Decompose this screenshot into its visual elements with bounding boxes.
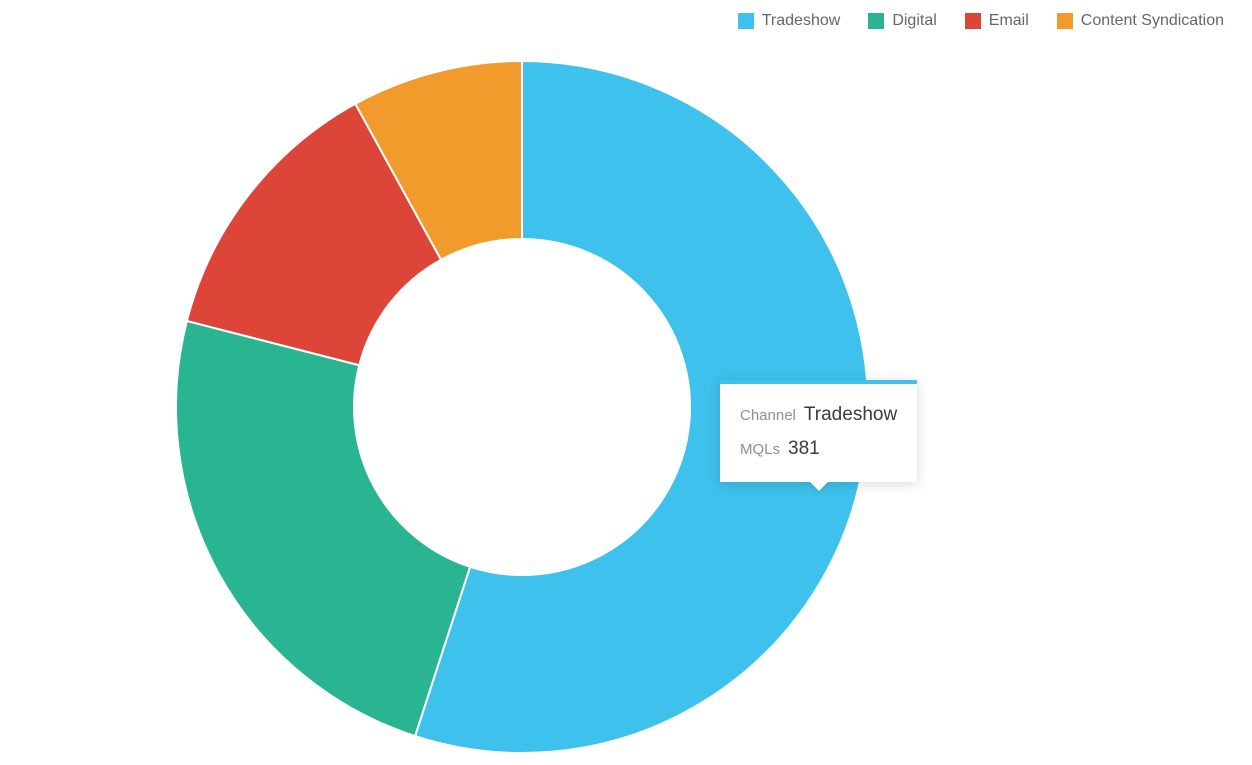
legend-label: Email xyxy=(989,12,1029,30)
tooltip-label-channel: Channel xyxy=(740,402,796,429)
legend-label: Digital xyxy=(892,12,936,30)
tooltip-row-channel: Channel Tradeshow xyxy=(740,398,897,432)
tooltip-tail xyxy=(809,481,829,491)
tooltip-row-mqls: MQLs 381 xyxy=(740,432,897,466)
legend-item-tradeshow[interactable]: Tradeshow xyxy=(738,12,841,30)
legend-item-content-syndication[interactable]: Content Syndication xyxy=(1057,12,1224,30)
legend-label: Content Syndication xyxy=(1081,12,1224,30)
legend-label: Tradeshow xyxy=(762,12,841,30)
chart-tooltip: Channel Tradeshow MQLs 381 xyxy=(720,380,917,482)
legend-swatch xyxy=(1057,13,1073,29)
donut-slice-digital[interactable] xyxy=(176,321,470,736)
tooltip-label-mqls: MQLs xyxy=(740,436,780,463)
tooltip-value-channel: Tradeshow xyxy=(804,398,897,432)
legend-swatch xyxy=(868,13,884,29)
legend-item-email[interactable]: Email xyxy=(965,12,1029,30)
legend-swatch xyxy=(965,13,981,29)
tooltip-value-mqls: 381 xyxy=(788,432,820,466)
legend-item-digital[interactable]: Digital xyxy=(868,12,936,30)
legend-swatch xyxy=(738,13,754,29)
chart-legend: Tradeshow Digital Email Content Syndication xyxy=(738,12,1224,30)
